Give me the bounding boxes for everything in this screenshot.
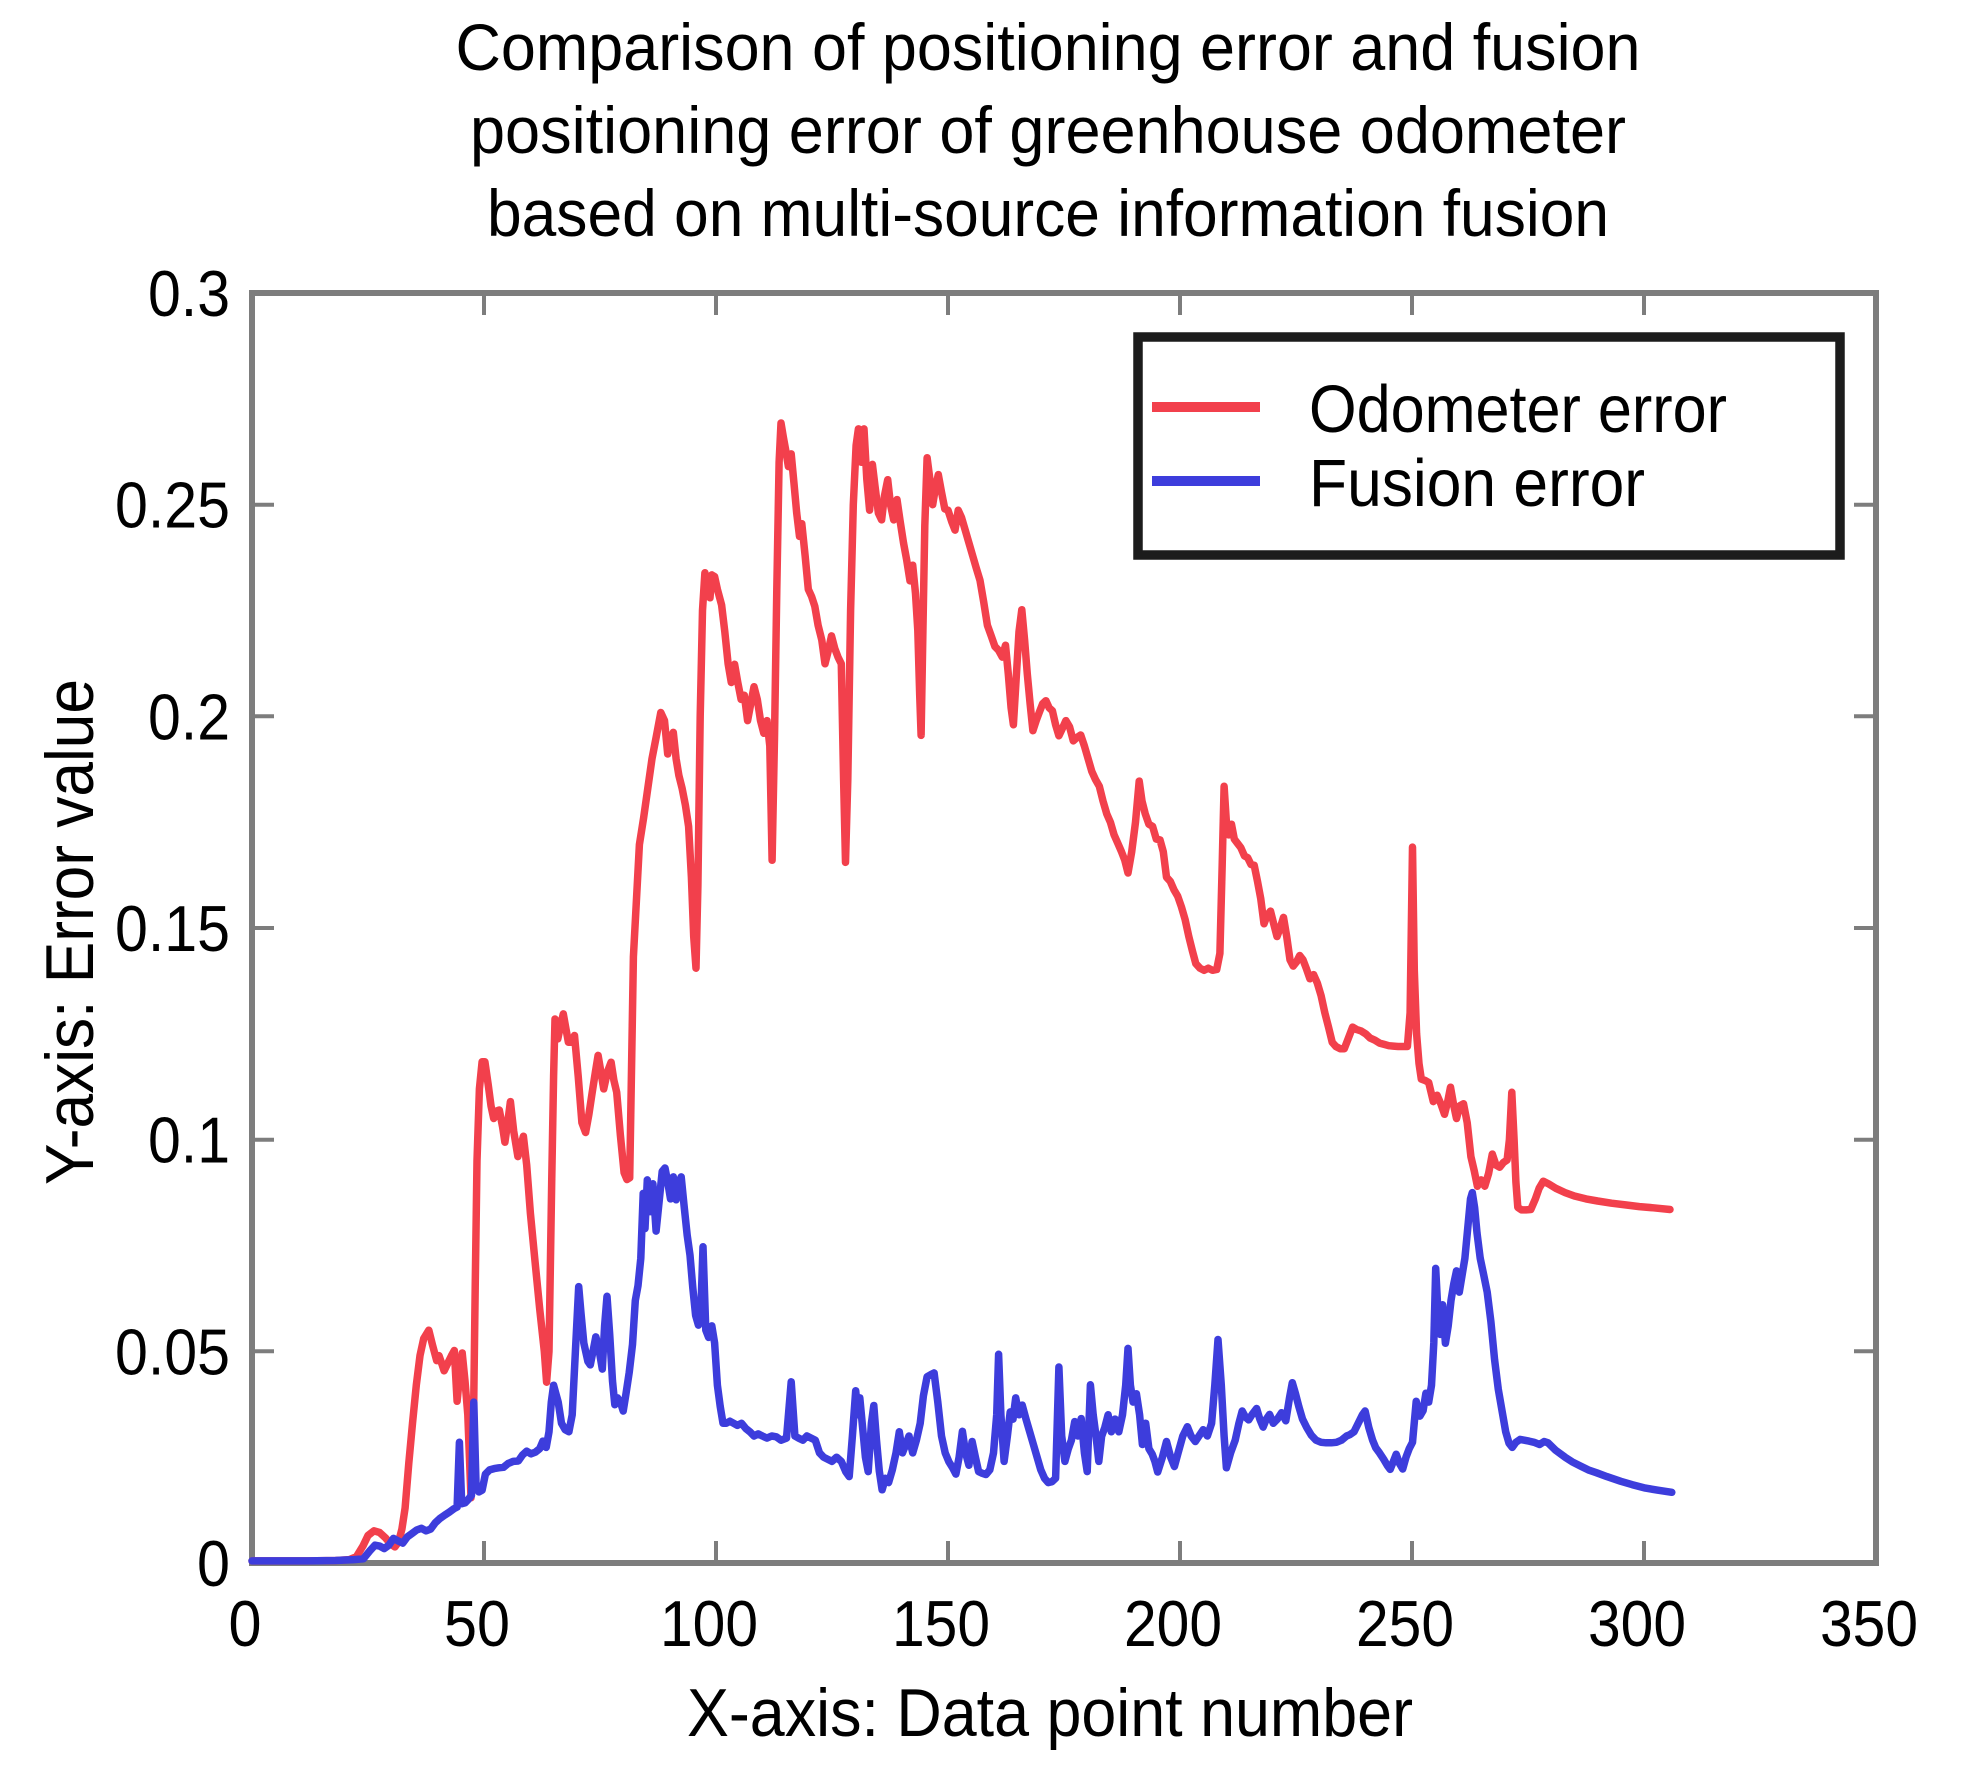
- svg-text:100: 100: [660, 1587, 758, 1660]
- svg-text:Fusion error: Fusion error: [1309, 446, 1645, 521]
- svg-text:positioning error of greenhous: positioning error of greenhouse odometer: [470, 93, 1626, 167]
- svg-text:250: 250: [1356, 1587, 1454, 1660]
- svg-text:X-axis: Data point number: X-axis: Data point number: [687, 1675, 1413, 1751]
- svg-text:0.15: 0.15: [115, 892, 230, 965]
- svg-text:150: 150: [892, 1587, 990, 1660]
- svg-text:Y-axis: Error value: Y-axis: Error value: [32, 679, 108, 1185]
- svg-text:350: 350: [1820, 1587, 1918, 1660]
- svg-text:0.1: 0.1: [148, 1104, 230, 1177]
- svg-text:200: 200: [1124, 1587, 1222, 1660]
- svg-text:0.2: 0.2: [148, 680, 230, 753]
- svg-text:Comparison of positioning erro: Comparison of positioning error and fusi…: [456, 10, 1641, 84]
- svg-text:0.25: 0.25: [115, 469, 230, 542]
- svg-text:50: 50: [444, 1587, 510, 1660]
- svg-text:0: 0: [229, 1587, 262, 1660]
- svg-text:Odometer error: Odometer error: [1309, 372, 1727, 447]
- svg-text:0: 0: [197, 1527, 230, 1600]
- svg-text:0.3: 0.3: [148, 257, 230, 330]
- svg-text:0.05: 0.05: [115, 1315, 230, 1388]
- svg-text:based on multi-source informat: based on multi-source information fusion: [487, 176, 1609, 250]
- svg-text:300: 300: [1588, 1587, 1686, 1660]
